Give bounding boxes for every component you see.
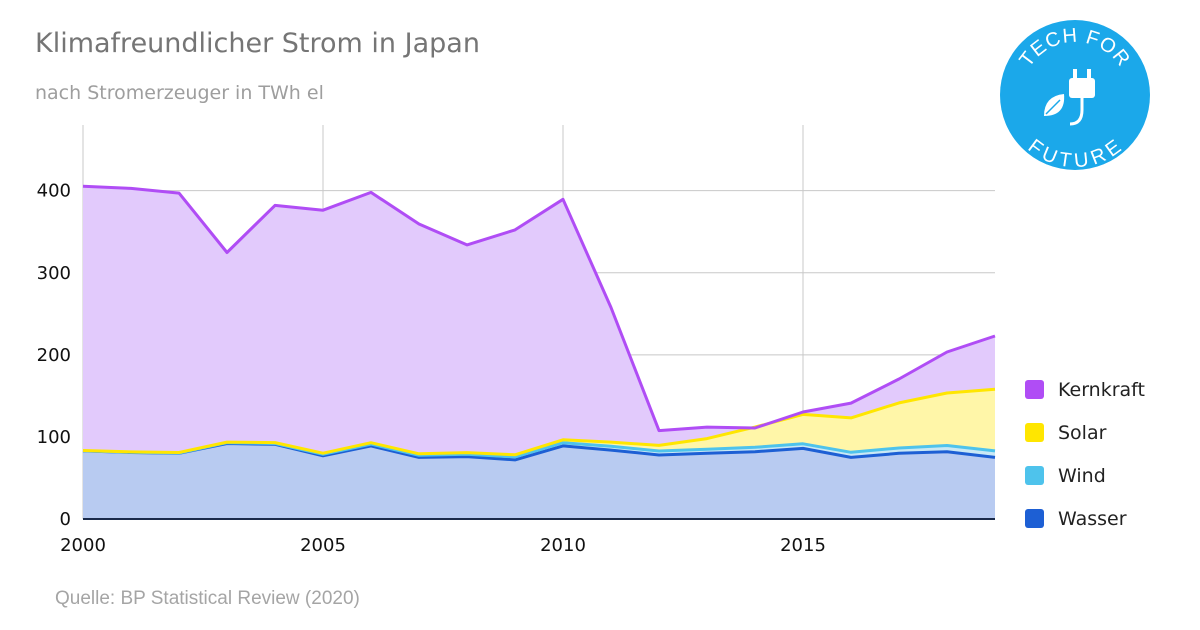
area-solar — [83, 389, 995, 457]
x-tick-label: 2010 — [540, 535, 586, 556]
legend-label-wind: Wind — [1058, 464, 1106, 487]
legend-swatch-wind — [1025, 466, 1044, 485]
legend: Kernkraft Solar Wind Wasser — [1025, 368, 1145, 540]
x-tick-label: 2015 — [780, 535, 826, 556]
area-kernkraft — [83, 186, 995, 455]
area-layer — [83, 186, 995, 519]
chart-subtitle: nach Stromerzeuger in TWh el — [35, 82, 324, 104]
y-tick-label: 200 — [37, 345, 71, 366]
line-layer — [82, 184, 996, 462]
y-tick-label: 400 — [37, 181, 71, 202]
legend-label-kernkraft: Kernkraft — [1058, 378, 1145, 401]
legend-item-wind: Wind — [1025, 454, 1145, 497]
line-solar — [82, 387, 996, 457]
axis-layer: 0 100 200 300 400 2000 2005 2010 2015 — [37, 181, 995, 556]
legend-swatch-solar — [1025, 423, 1044, 442]
y-tick-label: 300 — [37, 263, 71, 284]
y-tick-label: 0 — [60, 509, 71, 530]
area-wasser — [83, 443, 995, 519]
tech-for-future-logo: TECH FOR FUTURE — [1000, 20, 1150, 170]
chart-title: Klimafreundlicher Strom in Japan — [35, 28, 480, 59]
line-kernkraft — [82, 184, 996, 433]
y-tick-label: 100 — [37, 427, 71, 448]
x-tick-label: 2000 — [60, 535, 106, 556]
legend-label-wasser: Wasser — [1058, 507, 1127, 530]
legend-item-kernkraft: Kernkraft — [1025, 368, 1145, 411]
source-note: Quelle: BP Statistical Review (2020) — [55, 588, 360, 609]
x-tick-label: 2005 — [300, 535, 346, 556]
legend-label-solar: Solar — [1058, 421, 1107, 444]
legend-item-wasser: Wasser — [1025, 497, 1145, 540]
legend-swatch-kernkraft — [1025, 380, 1044, 399]
plug-leaf-icon — [1044, 69, 1095, 126]
legend-item-solar: Solar — [1025, 411, 1145, 454]
legend-swatch-wasser — [1025, 509, 1044, 528]
